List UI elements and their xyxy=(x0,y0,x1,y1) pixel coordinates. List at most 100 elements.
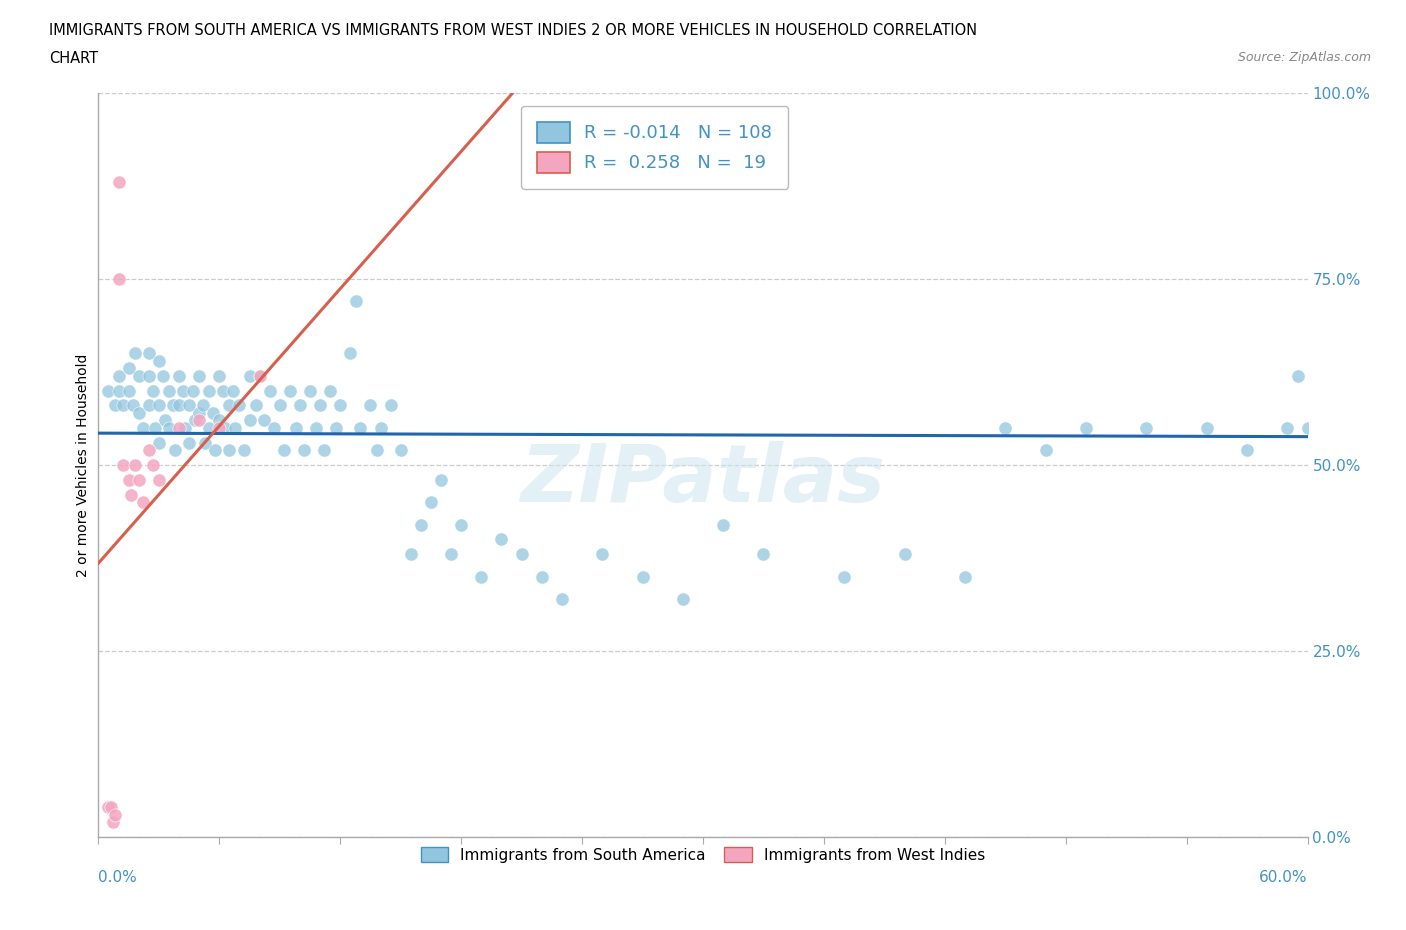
Point xyxy=(325,420,347,435)
Point xyxy=(551,591,574,606)
Point xyxy=(228,398,250,413)
Point xyxy=(491,532,513,547)
Point xyxy=(249,368,271,383)
Point xyxy=(430,472,453,487)
Point xyxy=(118,383,141,398)
Point xyxy=(198,420,221,435)
Point xyxy=(103,398,125,413)
Point xyxy=(994,420,1017,435)
Point xyxy=(1035,443,1057,458)
Point xyxy=(121,398,143,413)
Point xyxy=(138,368,160,383)
Point xyxy=(711,517,734,532)
Point xyxy=(224,420,246,435)
Point xyxy=(163,443,186,458)
Point xyxy=(188,368,211,383)
Point xyxy=(167,368,190,383)
Point xyxy=(245,398,267,413)
Point xyxy=(214,420,236,435)
Point xyxy=(162,398,184,413)
Point xyxy=(319,383,342,398)
Text: 60.0%: 60.0% xyxy=(1260,870,1308,885)
Legend: Immigrants from South America, Immigrants from West Indies: Immigrants from South America, Immigrant… xyxy=(413,839,993,870)
Point xyxy=(1286,368,1309,383)
Point xyxy=(530,569,553,584)
Point xyxy=(153,413,176,428)
Point xyxy=(470,569,492,584)
Point xyxy=(208,368,231,383)
Point xyxy=(124,458,146,472)
Point xyxy=(893,547,915,562)
Point xyxy=(1195,420,1218,435)
Point xyxy=(167,420,190,435)
Point xyxy=(194,435,217,450)
Point xyxy=(239,413,262,428)
Point xyxy=(305,420,328,435)
Point xyxy=(132,420,155,435)
Point xyxy=(107,383,129,398)
Point xyxy=(97,800,120,815)
Point xyxy=(409,517,432,532)
Point xyxy=(120,487,142,502)
Point xyxy=(188,413,211,428)
Text: IMMIGRANTS FROM SOUTH AMERICA VS IMMIGRANTS FROM WEST INDIES 2 OR MORE VEHICLES : IMMIGRANTS FROM SOUTH AMERICA VS IMMIGRA… xyxy=(49,23,977,38)
Point xyxy=(202,405,225,420)
Point xyxy=(832,569,855,584)
Point xyxy=(292,443,315,458)
Point xyxy=(329,398,352,413)
Point xyxy=(591,547,613,562)
Point xyxy=(420,495,443,510)
Point xyxy=(193,398,215,413)
Point xyxy=(101,815,124,830)
Point xyxy=(152,368,174,383)
Point xyxy=(1296,420,1319,435)
Point xyxy=(232,443,254,458)
Point xyxy=(239,368,262,383)
Point xyxy=(222,383,245,398)
Point xyxy=(188,405,211,420)
Text: ZIPatlas: ZIPatlas xyxy=(520,441,886,519)
Point xyxy=(138,443,160,458)
Point xyxy=(259,383,281,398)
Point xyxy=(132,495,155,510)
Point xyxy=(172,383,194,398)
Point xyxy=(118,472,141,487)
Point xyxy=(389,443,412,458)
Point xyxy=(344,294,367,309)
Point xyxy=(299,383,322,398)
Point xyxy=(128,472,150,487)
Point xyxy=(450,517,472,532)
Point xyxy=(148,398,170,413)
Point xyxy=(288,398,311,413)
Point xyxy=(148,472,170,487)
Point xyxy=(111,398,134,413)
Point xyxy=(309,398,332,413)
Point xyxy=(124,346,146,361)
Text: Source: ZipAtlas.com: Source: ZipAtlas.com xyxy=(1237,51,1371,64)
Point xyxy=(672,591,695,606)
Point xyxy=(107,272,129,286)
Point xyxy=(360,398,382,413)
Point xyxy=(218,398,240,413)
Point xyxy=(752,547,775,562)
Point xyxy=(314,443,336,458)
Point xyxy=(208,420,231,435)
Point xyxy=(138,398,160,413)
Point xyxy=(278,383,301,398)
Point xyxy=(100,800,122,815)
Point xyxy=(128,368,150,383)
Point xyxy=(269,398,291,413)
Point xyxy=(128,405,150,420)
Point xyxy=(249,368,271,383)
Text: 0.0%: 0.0% xyxy=(98,870,138,885)
Point xyxy=(143,420,166,435)
Point xyxy=(97,383,120,398)
Point xyxy=(107,368,129,383)
Point xyxy=(148,435,170,450)
Point xyxy=(1074,420,1097,435)
Point xyxy=(366,443,388,458)
Point xyxy=(142,458,165,472)
Point xyxy=(1236,443,1258,458)
Point xyxy=(118,361,141,376)
Point xyxy=(953,569,976,584)
